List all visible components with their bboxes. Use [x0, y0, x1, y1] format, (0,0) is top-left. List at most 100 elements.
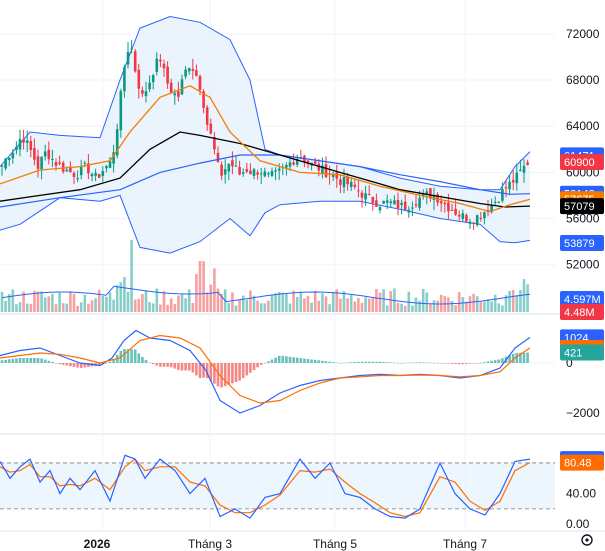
- candle-body[interactable]: [191, 69, 195, 71]
- macd-histogram-bar[interactable]: [263, 363, 267, 364]
- macd-histogram-bar[interactable]: [43, 359, 47, 363]
- candle-body[interactable]: [213, 137, 216, 150]
- volume-bar[interactable]: [241, 295, 245, 312]
- macd-histogram-bar[interactable]: [151, 363, 155, 365]
- volume-bar[interactable]: [357, 297, 360, 312]
- macd-histogram-bar[interactable]: [47, 360, 51, 363]
- macd-histogram-bar[interactable]: [29, 358, 33, 363]
- macd-histogram-bar[interactable]: [144, 359, 148, 363]
- candle-body[interactable]: [61, 162, 65, 172]
- candle-body[interactable]: [277, 168, 281, 171]
- candle-body[interactable]: [15, 146, 18, 151]
- candle-body[interactable]: [515, 172, 519, 184]
- macd-histogram-bar[interactable]: [65, 363, 69, 366]
- candle-body[interactable]: [396, 199, 400, 209]
- volume-bar[interactable]: [461, 297, 465, 312]
- volume-bar[interactable]: [72, 293, 76, 312]
- volume-bar[interactable]: [256, 300, 259, 312]
- volume-bar[interactable]: [511, 290, 515, 312]
- volume-bar[interactable]: [508, 290, 511, 312]
- candle-body[interactable]: [220, 164, 223, 176]
- candle-body[interactable]: [295, 158, 299, 165]
- volume-bar[interactable]: [162, 291, 166, 312]
- candle-body[interactable]: [43, 151, 47, 157]
- candle-body[interactable]: [443, 202, 447, 205]
- macd-pane[interactable]: [0, 329, 531, 414]
- volume-bar[interactable]: [475, 296, 479, 312]
- macd-histogram-bar[interactable]: [133, 349, 137, 363]
- candle-body[interactable]: [292, 162, 295, 165]
- macd-histogram-bar[interactable]: [11, 358, 15, 363]
- volume-bar[interactable]: [367, 298, 371, 312]
- volume-ma-line[interactable]: [1, 285, 531, 305]
- macd-histogram-bar[interactable]: [79, 363, 83, 368]
- macd-histogram-bar[interactable]: [331, 362, 335, 363]
- volume-bar[interactable]: [522, 279, 526, 312]
- candle-body[interactable]: [313, 161, 317, 164]
- volume-bar[interactable]: [234, 305, 238, 312]
- volume-bar[interactable]: [259, 303, 263, 312]
- macd-line[interactable]: [0, 329, 531, 414]
- candle-body[interactable]: [83, 162, 87, 164]
- candle-body[interactable]: [25, 140, 29, 143]
- volume-bar[interactable]: [238, 299, 241, 312]
- macd-histogram-bar[interactable]: [479, 362, 483, 364]
- macd-histogram-bar[interactable]: [425, 362, 429, 364]
- candle-body[interactable]: [245, 169, 249, 172]
- macd-histogram-bar[interactable]: [407, 362, 411, 364]
- macd-histogram-bar[interactable]: [7, 359, 11, 363]
- volume-bar[interactable]: [303, 298, 306, 312]
- macd-histogram-bar[interactable]: [0, 360, 4, 363]
- macd-histogram-bar[interactable]: [439, 363, 443, 364]
- candle-body[interactable]: [382, 200, 385, 204]
- macd-histogram-bar[interactable]: [306, 359, 310, 363]
- volume-bar[interactable]: [450, 300, 454, 312]
- candle-body[interactable]: [375, 200, 378, 207]
- candle-body[interactable]: [169, 82, 173, 93]
- candle-body[interactable]: [4, 158, 7, 169]
- volume-bar[interactable]: [490, 301, 493, 312]
- candle-body[interactable]: [162, 63, 166, 69]
- macd-histogram-bar[interactable]: [25, 358, 29, 363]
- candle-body[interactable]: [447, 202, 450, 212]
- candle-body[interactable]: [33, 148, 36, 160]
- macd-histogram-bar[interactable]: [18, 358, 22, 363]
- volume-bar[interactable]: [429, 304, 432, 312]
- volume-bar[interactable]: [457, 292, 461, 312]
- volume-bar[interactable]: [166, 304, 169, 312]
- macd-histogram-bar[interactable]: [371, 361, 375, 363]
- candle-body[interactable]: [238, 167, 241, 175]
- candle-body[interactable]: [249, 170, 252, 175]
- macd-histogram-bar[interactable]: [522, 352, 526, 363]
- candle-body[interactable]: [166, 66, 169, 84]
- candle-body[interactable]: [385, 200, 389, 203]
- macd-histogram-bar[interactable]: [256, 363, 259, 368]
- macd-histogram-bar[interactable]: [270, 359, 274, 364]
- candle-body[interactable]: [101, 171, 105, 176]
- macd-histogram-bar[interactable]: [526, 352, 529, 363]
- macd-histogram-bar[interactable]: [184, 363, 187, 371]
- macd-histogram-bar[interactable]: [346, 362, 349, 364]
- candle-body[interactable]: [205, 107, 209, 125]
- bollinger-upper-line[interactable]: [0, 15, 531, 191]
- candle-body[interactable]: [231, 160, 234, 167]
- macd-histogram-bar[interactable]: [303, 358, 306, 363]
- candle-body[interactable]: [468, 221, 472, 224]
- candle-body[interactable]: [479, 218, 483, 220]
- candle-body[interactable]: [216, 152, 220, 162]
- candle-body[interactable]: [504, 187, 508, 189]
- volume-bar[interactable]: [90, 300, 94, 312]
- candle-body[interactable]: [0, 165, 4, 167]
- macd-histogram-bar[interactable]: [357, 361, 360, 363]
- volume-bar[interactable]: [493, 294, 497, 312]
- macd-histogram-bar[interactable]: [457, 363, 461, 365]
- candle-body[interactable]: [97, 174, 101, 178]
- volume-bar[interactable]: [375, 289, 378, 312]
- macd-histogram-bar[interactable]: [468, 363, 472, 364]
- candle-body[interactable]: [256, 172, 259, 175]
- macd-histogram-bar[interactable]: [69, 363, 72, 367]
- candle-body[interactable]: [475, 215, 479, 226]
- macd-histogram-bar[interactable]: [486, 361, 490, 364]
- macd-histogram-bar[interactable]: [223, 363, 227, 387]
- macd-histogram-bar[interactable]: [137, 353, 141, 363]
